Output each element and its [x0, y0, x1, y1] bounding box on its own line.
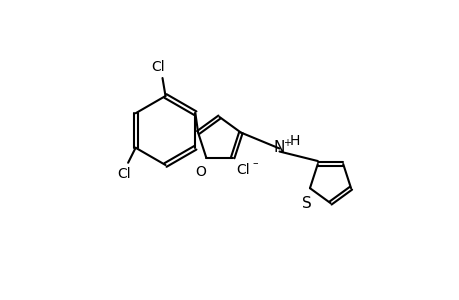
Text: +: + [282, 137, 291, 148]
Text: H: H [289, 134, 299, 148]
Text: S: S [302, 196, 311, 211]
Text: O: O [195, 165, 205, 179]
Text: Cl: Cl [151, 59, 164, 74]
Text: Cl: Cl [236, 163, 250, 176]
Text: Cl: Cl [117, 167, 130, 181]
Text: N: N [273, 140, 285, 154]
Text: –: – [252, 158, 257, 169]
